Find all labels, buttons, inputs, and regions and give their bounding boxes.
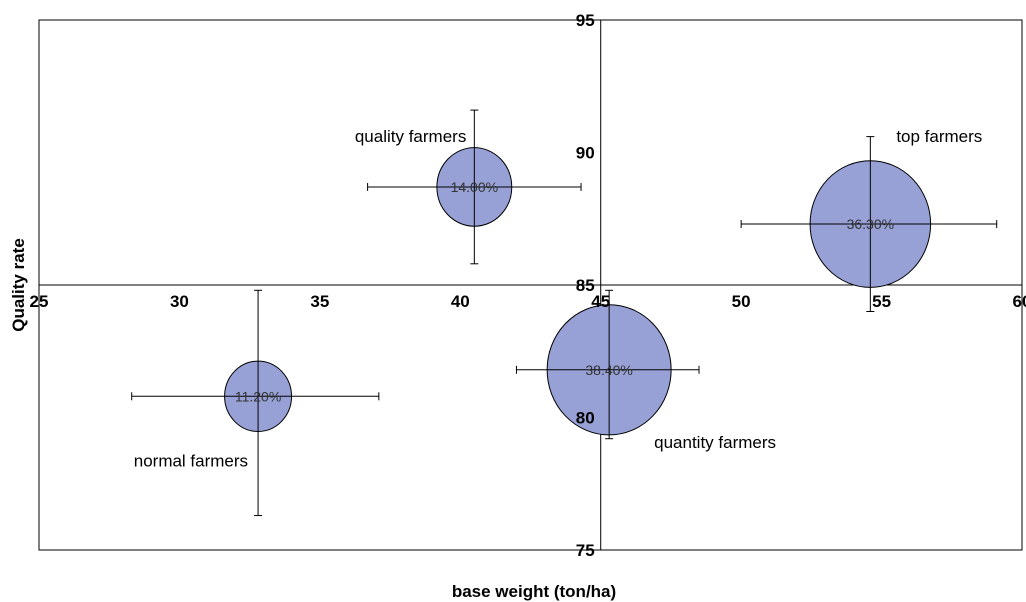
y-tick-labels: 75 80 85 90 95	[576, 11, 595, 560]
bubble-size-label: 38.40%	[585, 362, 632, 378]
x-tick-label: 25	[30, 292, 49, 311]
x-tick-label: 50	[732, 292, 751, 311]
point-labels-layer: 11.20% 14.00% 38.40% 36.30% normal farmers qu…	[134, 127, 983, 470]
x-tick-labels: 25 30 35 40 45 50 55 60	[30, 292, 1026, 311]
y-axis-title: Quality rate	[9, 238, 28, 332]
bubble-size-label: 11.20%	[235, 388, 281, 404]
y-tick-label: 85	[576, 276, 595, 295]
x-tick-label: 55	[872, 292, 891, 311]
error-bars-layer	[131, 109, 998, 517]
point-category-label: normal farmers	[134, 451, 248, 470]
y-tick-label: 75	[576, 541, 595, 560]
x-tick-label: 35	[310, 292, 329, 311]
y-tick-label: 90	[576, 144, 595, 163]
x-tick-label: 60	[1013, 292, 1026, 311]
point-category-label: quality farmers	[355, 127, 466, 146]
point-category-label: top farmers	[896, 127, 982, 146]
y-tick-label: 95	[576, 11, 595, 30]
x-axis-title: base weight (ton/ha)	[452, 582, 616, 601]
x-tick-label: 30	[170, 292, 189, 311]
x-tick-label: 40	[451, 292, 470, 311]
bubble-size-label: 14.00%	[451, 179, 498, 195]
x-tick-label: 45	[591, 292, 610, 311]
point-category-label: quantity farmers	[654, 433, 776, 452]
bubble-size-label: 36.30%	[847, 216, 894, 232]
y-tick-label: 80	[576, 409, 595, 428]
